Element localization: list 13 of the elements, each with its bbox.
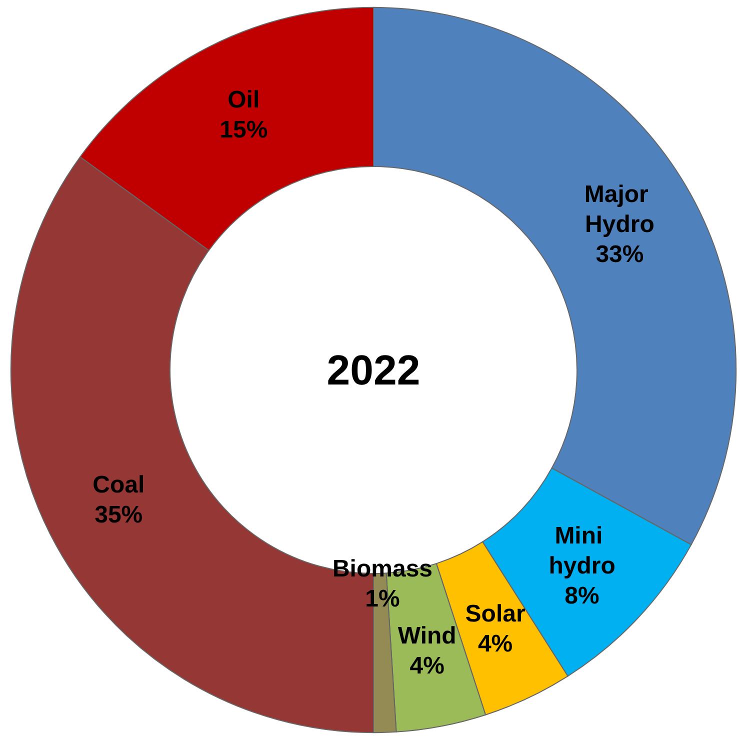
data-label: 33% — [596, 240, 644, 268]
text: 2022 — [326, 346, 420, 394]
slice-label: Major Hydro — [584, 180, 656, 238]
slice-label: Solar — [465, 600, 526, 628]
data-label: 8% — [564, 582, 600, 610]
slice-label: Oil — [228, 86, 260, 114]
data-label: 15% — [220, 116, 268, 144]
slice-label: Wind — [398, 622, 456, 650]
data-label: 4% — [478, 630, 513, 658]
data-label: 35% — [94, 501, 143, 528]
data-label: 4% — [410, 652, 444, 680]
slice-label: Coal — [92, 471, 145, 498]
slice-label: Mini hydro — [548, 522, 616, 580]
